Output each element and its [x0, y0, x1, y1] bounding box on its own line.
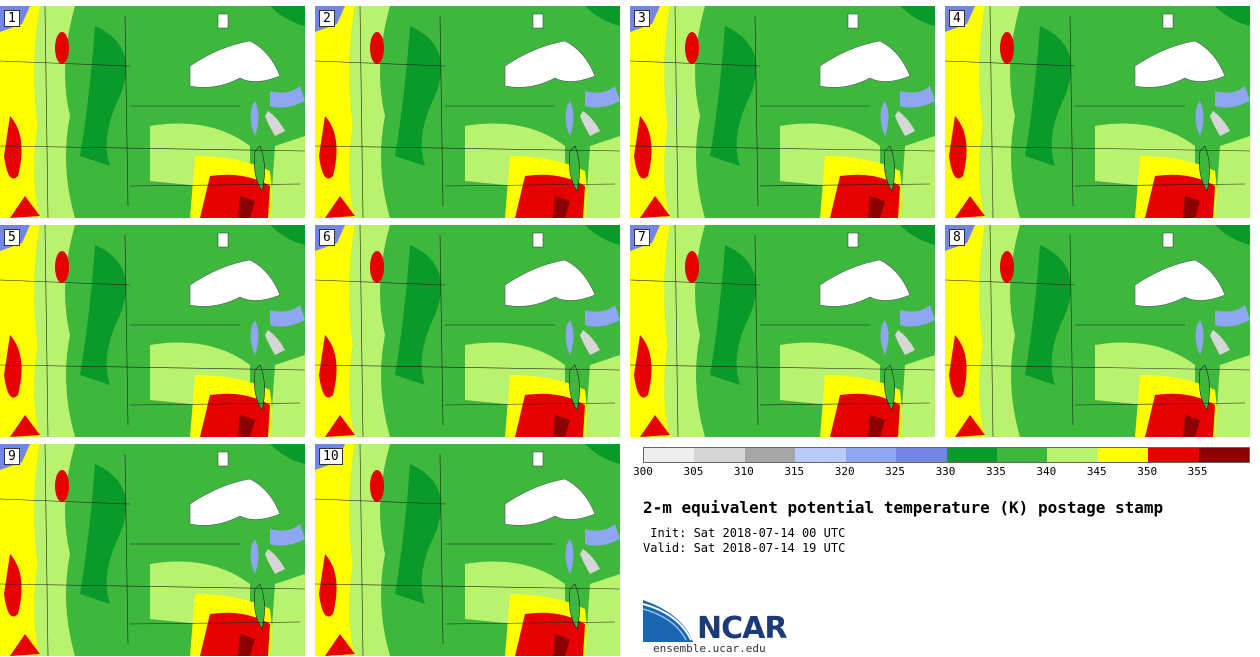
stamp-number-label: 6	[319, 229, 335, 246]
stamp-4: 4	[945, 6, 1250, 218]
colorbar-bin-11	[1198, 448, 1250, 462]
stamp-map	[0, 6, 305, 218]
colorbar-bin-6	[946, 448, 997, 462]
colorbar-tick-label: 350	[1137, 465, 1158, 478]
stamp-number-label: 8	[949, 229, 965, 246]
stamp-8: 8	[945, 225, 1250, 437]
colorbar-tick-label: 330	[935, 465, 956, 478]
colorbar-tick-label: 300	[633, 465, 653, 478]
stamp-10: 10	[315, 444, 620, 656]
stamp-7: 7	[630, 225, 935, 437]
colorbar-tick-label: 325	[885, 465, 906, 478]
ncar-logo-icon	[643, 600, 693, 642]
colorbar-bin-0	[644, 448, 695, 462]
stamp-map	[315, 6, 620, 218]
stamp-map	[630, 225, 935, 437]
colorbar-tick-label: 335	[985, 465, 1006, 478]
colorbar-ticks: 300 305 310 315 320 325 330 335 340 345 350 355	[633, 465, 1248, 479]
stamp-number-label: 9	[4, 448, 20, 465]
colorbar-bin-3	[795, 448, 846, 462]
colorbar-tick-label: 310	[733, 465, 754, 478]
stamp-3: 3	[630, 6, 935, 218]
stamp-number-label: 10	[319, 448, 343, 465]
stamp-9: 9	[0, 444, 305, 656]
stamp-number-label: 5	[4, 229, 20, 246]
colorbar-bin-2	[744, 448, 796, 462]
colorbar-tick-label: 340	[1036, 465, 1057, 478]
init-time: Init: Sat 2018-07-14 00 UTC	[643, 526, 846, 540]
colorbar-bin-9	[1097, 448, 1149, 462]
stamp-number-label: 1	[4, 10, 20, 27]
colorbar-bin-10	[1148, 448, 1199, 462]
stamp-map	[945, 225, 1250, 437]
ncar-logo-text: NCAR	[697, 611, 787, 646]
stamp-number-label: 7	[634, 229, 650, 246]
colorbar-bin-1	[694, 448, 745, 462]
stamp-1: 1	[0, 6, 305, 218]
stamp-map	[630, 6, 935, 218]
valid-time: Valid: Sat 2018-07-14 19 UTC	[643, 541, 846, 555]
stamp-number-label: 3	[634, 10, 650, 27]
stamp-map	[315, 444, 620, 656]
colorbar	[643, 447, 1250, 463]
stamp-5: 5	[0, 225, 305, 437]
stamp-number-label: 4	[949, 10, 965, 27]
colorbar-tick-label: 320	[834, 465, 855, 478]
colorbar-tick-label: 305	[683, 465, 704, 478]
stamp-map	[0, 225, 305, 437]
stamp-number-label: 2	[319, 10, 335, 27]
colorbar-bin-8	[1047, 448, 1098, 462]
stamp-map	[0, 444, 305, 656]
colorbar-tick-label: 345	[1086, 465, 1107, 478]
colorbar-bin-5	[896, 448, 947, 462]
stamp-map	[315, 225, 620, 437]
stamp-6: 6	[315, 225, 620, 437]
colorbar-bin-4	[845, 448, 897, 462]
stamp-2: 2	[315, 6, 620, 218]
site-url: ensemble.ucar.edu	[653, 642, 766, 655]
stamp-map	[945, 6, 1250, 218]
plot-title: 2-m equivalent potential temperature (K)…	[643, 498, 1164, 517]
colorbar-tick-label: 315	[784, 465, 805, 478]
colorbar-tick-label: 355	[1187, 465, 1208, 478]
colorbar-bin-7	[996, 448, 1048, 462]
